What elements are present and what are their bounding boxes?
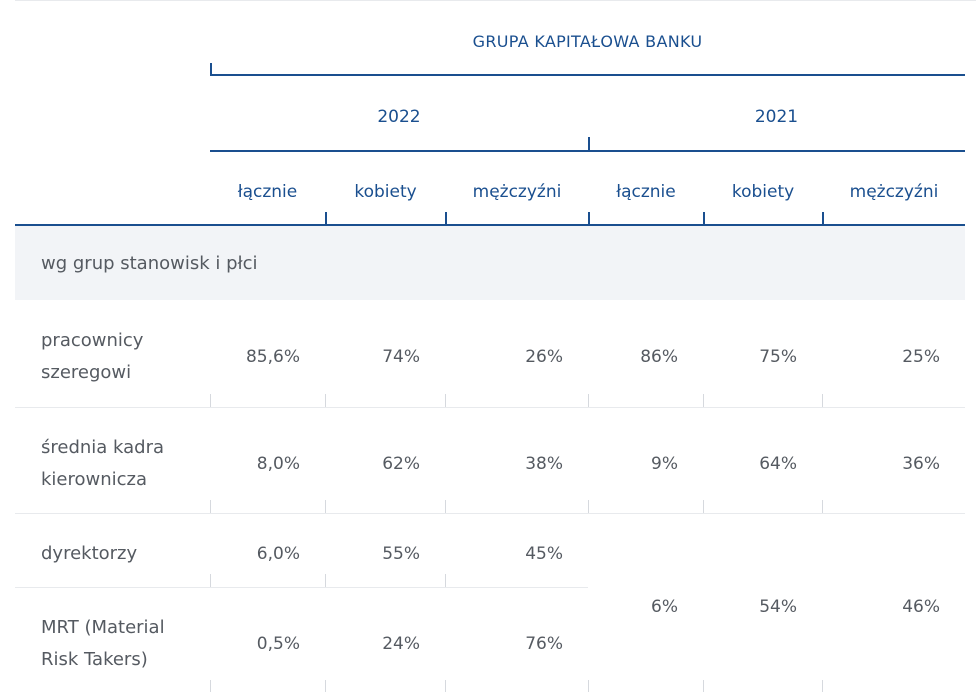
col-header-lacznie-2022: łącznie: [237, 182, 298, 202]
row-tick: [325, 500, 326, 514]
row-tick: [703, 500, 704, 514]
row-tick: [822, 394, 823, 408]
cell: 74%: [382, 347, 420, 367]
row-tick: [588, 680, 589, 692]
merged-cell: 46%: [902, 597, 940, 617]
col-header-lacznie-2021: łącznie: [616, 182, 676, 202]
cell: 36%: [902, 454, 940, 474]
header-tick: [588, 212, 590, 226]
row-tick: [588, 500, 589, 514]
cell: 9%: [651, 454, 678, 474]
merged-cell: 6%: [651, 597, 678, 617]
merged-cell: 54%: [759, 597, 797, 617]
row-tick: [822, 500, 823, 514]
row-label-pracownicy: pracownicy szeregowi: [41, 330, 144, 383]
cell: 45%: [525, 544, 563, 564]
row-tick: [445, 394, 446, 408]
header-tick: [325, 212, 327, 226]
row-tick: [325, 680, 326, 692]
row-separator: [15, 407, 965, 408]
row-tick: [703, 394, 704, 408]
cell: 6,0%: [256, 544, 300, 564]
cell: 26%: [525, 347, 563, 367]
cell: 85,6%: [245, 347, 300, 367]
row-tick: [210, 680, 211, 692]
cell: 86%: [640, 347, 678, 367]
group-title: GRUPA KAPITAŁOWA BANKU: [472, 32, 703, 51]
cell: 75%: [759, 347, 797, 367]
row-tick: [703, 680, 704, 692]
header-tick: [822, 212, 824, 226]
row-tick: [325, 394, 326, 408]
col-header-mezczyzni-2021: mężczyźni: [849, 182, 939, 202]
row-tick: [445, 680, 446, 692]
group-title-underline: [210, 74, 965, 76]
col-header-mezczyzni-2022: mężczyźni: [472, 182, 562, 202]
years-tick: [588, 137, 590, 152]
cell: 55%: [382, 544, 420, 564]
row-label-mrt: MRT (Material Risk Takers): [41, 617, 165, 670]
cell: 0,5%: [256, 634, 300, 654]
row-tick: [822, 680, 823, 692]
col-header-kobiety-2021: kobiety: [731, 182, 795, 202]
year-2022: 2022: [377, 107, 421, 127]
header-tick: [445, 212, 447, 226]
cell: 64%: [759, 454, 797, 474]
row-tick: [210, 574, 211, 588]
cell: 62%: [382, 454, 420, 474]
header-tick: [703, 212, 705, 226]
row-separator: [15, 513, 965, 514]
row-tick: [445, 500, 446, 514]
row-tick: [445, 574, 446, 588]
row-tick: [210, 394, 211, 408]
row-tick: [210, 500, 211, 514]
top-border: [15, 0, 976, 1]
row-label-srednia-kadra: średnia kadra kierownicza: [41, 437, 165, 490]
row-separator: [15, 587, 588, 588]
cell: 8,0%: [256, 454, 300, 474]
header-underline: [15, 224, 965, 226]
row-tick: [325, 574, 326, 588]
section-title: wg grup stanowisk i płci: [41, 253, 258, 274]
cell: 25%: [902, 347, 940, 367]
cell: 24%: [382, 634, 420, 654]
year-2021: 2021: [754, 107, 799, 127]
col-header-kobiety-2022: kobiety: [354, 182, 417, 202]
row-label-dyrektorzy: dyrektorzy: [41, 543, 138, 564]
cell: 76%: [525, 634, 563, 654]
section-row: [15, 226, 965, 300]
row-tick: [588, 394, 589, 408]
group-title-tick: [210, 63, 212, 76]
cell: 38%: [525, 454, 563, 474]
years-underline: [210, 150, 965, 152]
